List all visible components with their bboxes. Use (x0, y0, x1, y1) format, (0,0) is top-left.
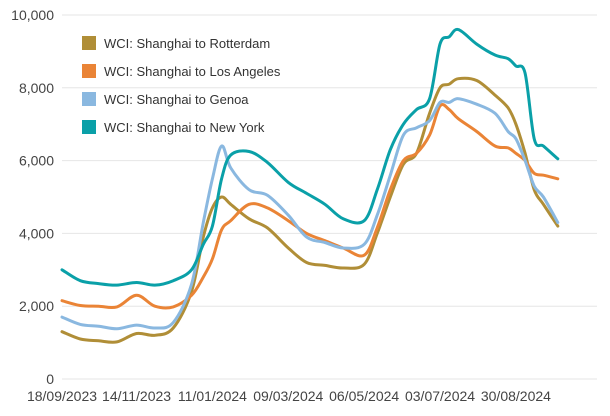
legend-swatch (82, 120, 96, 134)
x-tick-label: 30/08/2024 (481, 388, 551, 404)
series-line-wci-shanghai-to-rotterdam (60, 76, 560, 344)
legend-label: WCI: Shanghai to Rotterdam (104, 36, 270, 51)
x-tick-label: 03/07/2024 (405, 388, 475, 404)
x-tick-label: 14/11/2023 (102, 388, 171, 404)
y-tick-label: 2,000 (19, 298, 54, 314)
y-tick-label: 0 (46, 371, 54, 387)
legend-swatch (82, 64, 96, 78)
x-axis-ticks: 18/09/2023 14/11/2023 11/01/2024 09/03/2024… (27, 388, 551, 404)
legend-swatch (82, 92, 96, 106)
legend-swatch (82, 36, 96, 50)
x-tick-label: 11/01/2024 (178, 388, 247, 404)
gridlines (62, 14, 597, 380)
series-lines (60, 27, 560, 344)
y-tick-label: 8,000 (19, 80, 54, 96)
x-tick-label: 09/03/2024 (253, 388, 323, 404)
series-line-wci-shanghai-to-genoa (60, 97, 560, 331)
y-tick-label: 4,000 (19, 225, 54, 241)
legend-label: WCI: Shanghai to New York (104, 120, 265, 135)
series-line-wci-shanghai-to-new-york (60, 27, 560, 287)
y-axis-ticks: 0 2,000 4,000 6,000 8,000 10,000 (11, 7, 54, 387)
legend-label: WCI: Shanghai to Los Angeles (104, 64, 281, 79)
y-tick-label: 10,000 (11, 7, 54, 23)
series-line-wci-shanghai-to-los-angeles (60, 103, 560, 310)
legend: WCI: Shanghai to Rotterdam WCI: Shanghai … (82, 36, 281, 135)
legend-label: WCI: Shanghai to Genoa (104, 92, 249, 107)
x-tick-label: 18/09/2023 (27, 388, 97, 404)
x-tick-label: 06/05/2024 (329, 388, 399, 404)
y-tick-label: 6,000 (19, 153, 54, 169)
